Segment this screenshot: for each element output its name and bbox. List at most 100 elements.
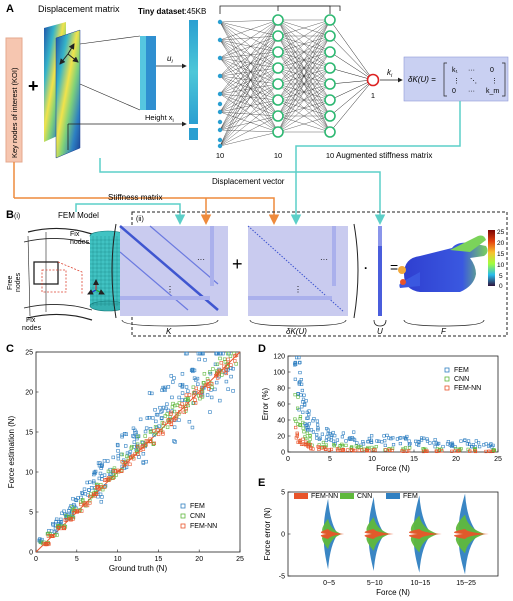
data-point-fem (301, 397, 306, 401)
koi-label: Key nodes of interest (KOI) (10, 67, 19, 158)
dk-ellipsis: ··· (320, 255, 328, 264)
data-point-fem (459, 439, 463, 443)
mesh-edge (27, 235, 31, 317)
data-point-fem (347, 437, 351, 441)
data-point-fem (294, 362, 298, 366)
data-point-fem (116, 456, 121, 461)
data-point-cnn (383, 448, 387, 452)
y-tick-label: 120 (273, 354, 285, 361)
nn-edge (219, 131, 279, 147)
nn-edge (219, 67, 279, 77)
data-point-fem-nn (162, 421, 166, 426)
data-point-fem-nn (88, 494, 92, 499)
data-point-fem-nn (146, 439, 150, 444)
data-point-fem-nn (94, 491, 98, 496)
data-point-fem-nn (299, 442, 304, 446)
data-point-cnn (308, 437, 312, 441)
violin-fem-nn (408, 528, 442, 540)
data-point-fem (180, 391, 185, 395)
data-point-fem (453, 445, 457, 449)
data-point-cnn (359, 445, 363, 449)
data-point-fem (432, 441, 436, 445)
data-point-fem (196, 351, 201, 356)
data-point-fem (311, 419, 315, 423)
data-point-fem (153, 408, 157, 412)
data-point-fem (434, 441, 439, 445)
nn-hidden-node (324, 78, 336, 90)
data-point-cnn (99, 483, 103, 487)
data-point-cnn (439, 447, 443, 451)
nn-edge (219, 19, 279, 77)
data-point-fem (87, 488, 91, 492)
data-point-fem-nn (457, 449, 461, 453)
data-point-fem-nn (128, 456, 133, 460)
nn-edge (219, 21, 279, 53)
panel-d: D 0 5 10 15 20 25 0 20 40 60 80 100 120 Force (N) Erro… (258, 343, 502, 473)
data-point-fem (180, 372, 185, 376)
data-point-fem (315, 419, 319, 423)
nn-edge (219, 67, 279, 147)
data-point-fem (166, 408, 170, 413)
nn-edge (219, 21, 279, 101)
legend-label: CNN (357, 493, 372, 500)
data-point-fem (80, 491, 84, 495)
data-point-fem-nn (206, 379, 211, 383)
y-tick-label: 0 (281, 532, 285, 539)
data-point-fem-nn (387, 448, 392, 452)
data-point-fem (428, 441, 432, 445)
data-point-fem-nn (360, 448, 364, 452)
data-point-fem (184, 385, 189, 389)
data-point-fem (298, 380, 302, 384)
data-point-fem (159, 416, 164, 421)
nn-edge (329, 79, 374, 85)
data-point-fem-nn (111, 476, 115, 480)
data-point-fem-nn (425, 449, 429, 453)
u-vector-shade (378, 226, 382, 246)
data-point-fem (170, 395, 174, 400)
x-tick-label: 15 (155, 556, 163, 563)
data-point-fem (98, 461, 102, 465)
data-point-fem (470, 445, 474, 449)
dk-vellipsis: ⋮ (294, 285, 302, 294)
data-point-fem-nn (95, 485, 99, 489)
data-point-fem (425, 437, 429, 441)
data-point-fem (300, 388, 304, 393)
nn-edge (219, 57, 279, 85)
height-input-cell (189, 128, 198, 140)
nn-hidden-node (272, 78, 284, 90)
data-point-fem (100, 474, 104, 478)
fix-nodes-top: Fix nodes (70, 231, 90, 246)
data-point-fem (59, 519, 63, 524)
data-point-fem (335, 438, 340, 442)
data-point-fem (299, 393, 303, 397)
data-point-fem (369, 438, 374, 442)
data-point-fem-nn (169, 410, 173, 415)
data-point-fem (380, 440, 384, 444)
data-point-fem (116, 453, 120, 458)
data-point-fem-nn (367, 449, 371, 453)
legend-label: FEM (190, 503, 205, 510)
data-point-fem (120, 433, 124, 438)
nn-edge (219, 35, 279, 59)
k-label: K (166, 327, 172, 336)
x-tick-label: 0 (286, 456, 290, 463)
data-point-cnn (200, 389, 205, 394)
data-point-fem-nn (148, 439, 153, 444)
data-point-fem (127, 452, 132, 456)
zoom-line (79, 35, 141, 45)
data-point-cnn (106, 469, 111, 474)
augmented-stiffness-arrow (290, 101, 461, 225)
nn-edge (219, 75, 279, 133)
data-point-fem-nn (207, 387, 211, 391)
data-point-fem (209, 395, 214, 400)
data-point-fem (138, 417, 143, 422)
data-point-fem-nn (407, 449, 411, 453)
data-point-fem (389, 437, 393, 441)
data-point-cnn (45, 532, 50, 536)
data-point-fem (154, 412, 159, 417)
hand-hotspot (400, 279, 406, 285)
matrix-r1c1: k₁ (452, 67, 459, 74)
data-point-fem (196, 382, 200, 386)
matrix-bracket-right (502, 62, 506, 97)
data-point-fem (203, 358, 207, 362)
